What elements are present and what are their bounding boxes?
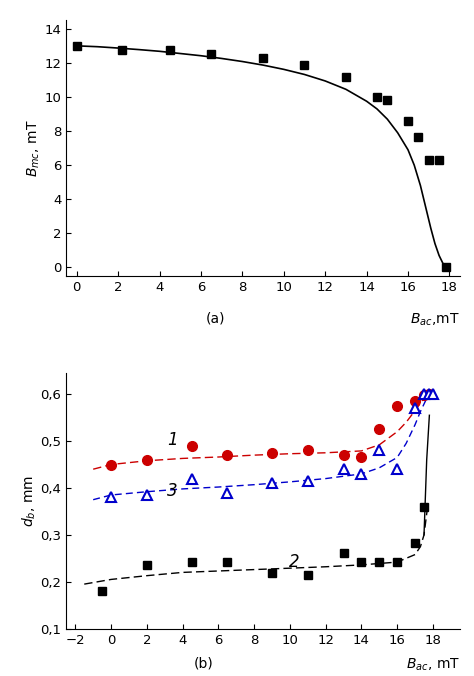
- Text: 1: 1: [167, 431, 178, 449]
- Text: $B_{ac}$,mT: $B_{ac}$,mT: [410, 312, 460, 328]
- Y-axis label: $d_b$, mm: $d_b$, mm: [20, 475, 38, 527]
- Y-axis label: $B_{mc}$, mT: $B_{mc}$, mT: [25, 120, 42, 177]
- Text: $B_{ac}$, mT: $B_{ac}$, mT: [406, 657, 460, 673]
- Text: 3: 3: [167, 482, 178, 500]
- Text: 2: 2: [289, 554, 300, 571]
- Text: (a): (a): [206, 312, 226, 326]
- Text: (b): (b): [194, 657, 214, 671]
